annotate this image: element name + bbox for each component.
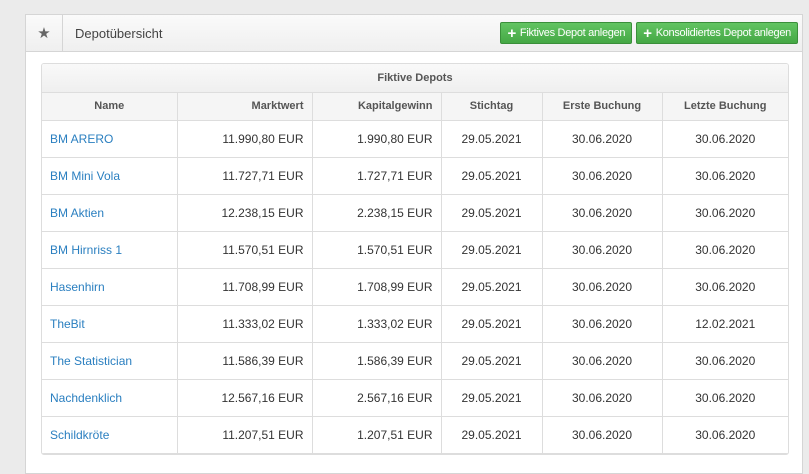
cell-marktwert: 11.333,02 EUR <box>177 305 313 343</box>
cell-letzte-buchung: 12.02.2021 <box>662 305 788 343</box>
cell-name: Nachdenklich <box>42 379 178 417</box>
depots-table-wrapper: Fiktive Depots Name Marktwert Kapitalgewin… <box>41 63 789 455</box>
cell-kapitalgewinn: 1.727,71 EUR <box>312 157 442 195</box>
column-header[interactable]: Erste Buchung <box>542 93 663 121</box>
cell-letzte-buchung: 30.06.2020 <box>662 342 788 380</box>
cell-erste-buchung: 30.06.2020 <box>542 342 663 380</box>
cell-erste-buchung: 30.06.2020 <box>542 305 663 343</box>
cell-marktwert: 12.238,15 EUR <box>177 194 313 232</box>
table-row: BM Mini Vola 11.727,71 EUR 1.727,71 EUR 29.… <box>42 157 788 195</box>
table-row: BM Aktien 12.238,15 EUR 2.238,15 EUR 29.05.… <box>42 194 788 232</box>
depot-link[interactable]: The Statistician <box>50 353 133 368</box>
table-caption: Fiktive Depots <box>42 64 788 93</box>
cell-name: BM Aktien <box>42 194 178 232</box>
button-label: Fiktives Depot anlegen <box>519 27 626 39</box>
cell-letzte-buchung: 30.06.2020 <box>662 157 788 195</box>
plus-icon: + <box>643 24 652 42</box>
cell-marktwert: 11.570,51 EUR <box>177 231 313 269</box>
table-row: BM ARERO 11.990,80 EUR 1.990,80 EUR 29.05.2… <box>42 120 788 158</box>
cell-kapitalgewinn: 2.238,15 EUR <box>312 194 442 232</box>
cell-kapitalgewinn: 1.570,51 EUR <box>312 231 442 269</box>
depot-link[interactable]: Schildkröte <box>50 427 110 442</box>
cell-marktwert: 11.586,39 EUR <box>177 342 313 380</box>
cell-marktwert: 11.990,80 EUR <box>177 120 313 158</box>
table-row: Nachdenklich 12.567,16 EUR 2.567,16 EUR 29.… <box>42 379 788 417</box>
cell-name: The Statistician <box>42 342 178 380</box>
star-icon: ★ <box>26 15 63 51</box>
page-title: Depotübersicht <box>75 25 163 41</box>
cell-letzte-buchung: 30.06.2020 <box>662 379 788 417</box>
cell-kapitalgewinn: 1.990,80 EUR <box>312 120 442 158</box>
depot-link[interactable]: Hasenhirn <box>50 279 105 294</box>
column-header[interactable]: Name <box>42 93 178 121</box>
depots-table: Name Marktwert Kapitalgewinn Stichtag Erste … <box>42 93 788 454</box>
add-consolidated-depot-button[interactable]: + Konsolidiertes Depot anlegen <box>636 22 798 44</box>
cell-letzte-buchung: 30.06.2020 <box>662 268 788 306</box>
cell-stichtag: 29.05.2021 <box>441 379 543 417</box>
cell-stichtag: 29.05.2021 <box>441 268 543 306</box>
cell-stichtag: 29.05.2021 <box>441 231 543 269</box>
cell-name: Hasenhirn <box>42 268 178 306</box>
table-row: The Statistician 11.586,39 EUR 1.586,39 EU… <box>42 342 788 380</box>
cell-erste-buchung: 30.06.2020 <box>542 268 663 306</box>
column-header[interactable]: Kapitalgewinn <box>312 93 442 121</box>
cell-kapitalgewinn: 1.708,99 EUR <box>312 268 442 306</box>
cell-letzte-buchung: 30.06.2020 <box>662 231 788 269</box>
cell-erste-buchung: 30.06.2020 <box>542 194 663 232</box>
cell-name: TheBit <box>42 305 178 343</box>
cell-kapitalgewinn: 2.567,16 EUR <box>312 379 442 417</box>
cell-name: BM Hirnriss 1 <box>42 231 178 269</box>
cell-stichtag: 29.05.2021 <box>441 342 543 380</box>
table-row: TheBit 11.333,02 EUR 1.333,02 EUR 29.05.202… <box>42 305 788 343</box>
cell-marktwert: 11.727,71 EUR <box>177 157 313 195</box>
cell-stichtag: 29.05.2021 <box>441 120 543 158</box>
cell-erste-buchung: 30.06.2020 <box>542 416 663 454</box>
cell-stichtag: 29.05.2021 <box>441 305 543 343</box>
add-fictive-depot-button[interactable]: + Fiktives Depot anlegen <box>500 22 633 44</box>
cell-letzte-buchung: 30.06.2020 <box>662 194 788 232</box>
button-label: Konsolidiertes Depot anlegen <box>655 27 792 39</box>
depot-link[interactable]: BM Aktien <box>50 205 105 220</box>
cell-name: BM ARERO <box>42 120 178 158</box>
cell-erste-buchung: 30.06.2020 <box>542 379 663 417</box>
depot-link[interactable]: TheBit <box>50 316 85 331</box>
cell-erste-buchung: 30.06.2020 <box>542 120 663 158</box>
cell-stichtag: 29.05.2021 <box>441 194 543 232</box>
depot-panel: ★ Depotübersicht + Fiktives Depot anlegen… <box>25 14 803 474</box>
cell-kapitalgewinn: 1.586,39 EUR <box>312 342 442 380</box>
column-header[interactable]: Letzte Buchung <box>662 93 788 121</box>
depot-link[interactable]: Nachdenklich <box>50 390 123 405</box>
table-row: BM Hirnriss 1 11.570,51 EUR 1.570,51 EUR 29… <box>42 231 788 269</box>
cell-letzte-buchung: 30.06.2020 <box>662 120 788 158</box>
cell-erste-buchung: 30.06.2020 <box>542 157 663 195</box>
depot-link[interactable]: BM Mini Vola <box>50 168 121 183</box>
cell-marktwert: 12.567,16 EUR <box>177 379 313 417</box>
cell-kapitalgewinn: 1.333,02 EUR <box>312 305 442 343</box>
cell-stichtag: 29.05.2021 <box>441 416 543 454</box>
cell-letzte-buchung: 30.06.2020 <box>662 416 788 454</box>
depot-link[interactable]: BM ARERO <box>50 131 114 146</box>
plus-icon: + <box>507 24 516 42</box>
cell-name: BM Mini Vola <box>42 157 178 195</box>
cell-kapitalgewinn: 1.207,51 EUR <box>312 416 442 454</box>
cell-erste-buchung: 30.06.2020 <box>542 231 663 269</box>
table-row: Schildkröte 11.207,51 EUR 1.207,51 EUR 29.0… <box>42 416 788 454</box>
panel-header: ★ Depotübersicht + Fiktives Depot anlegen… <box>26 15 802 52</box>
cell-name: Schildkröte <box>42 416 178 454</box>
table-row: Hasenhirn 11.708,99 EUR 1.708,99 EUR 29.05.… <box>42 268 788 306</box>
depot-link[interactable]: BM Hirnriss 1 <box>50 242 123 257</box>
cell-stichtag: 29.05.2021 <box>441 157 543 195</box>
cell-marktwert: 11.207,51 EUR <box>177 416 313 454</box>
cell-marktwert: 11.708,99 EUR <box>177 268 313 306</box>
column-header[interactable]: Marktwert <box>177 93 313 121</box>
column-header[interactable]: Stichtag <box>441 93 543 121</box>
